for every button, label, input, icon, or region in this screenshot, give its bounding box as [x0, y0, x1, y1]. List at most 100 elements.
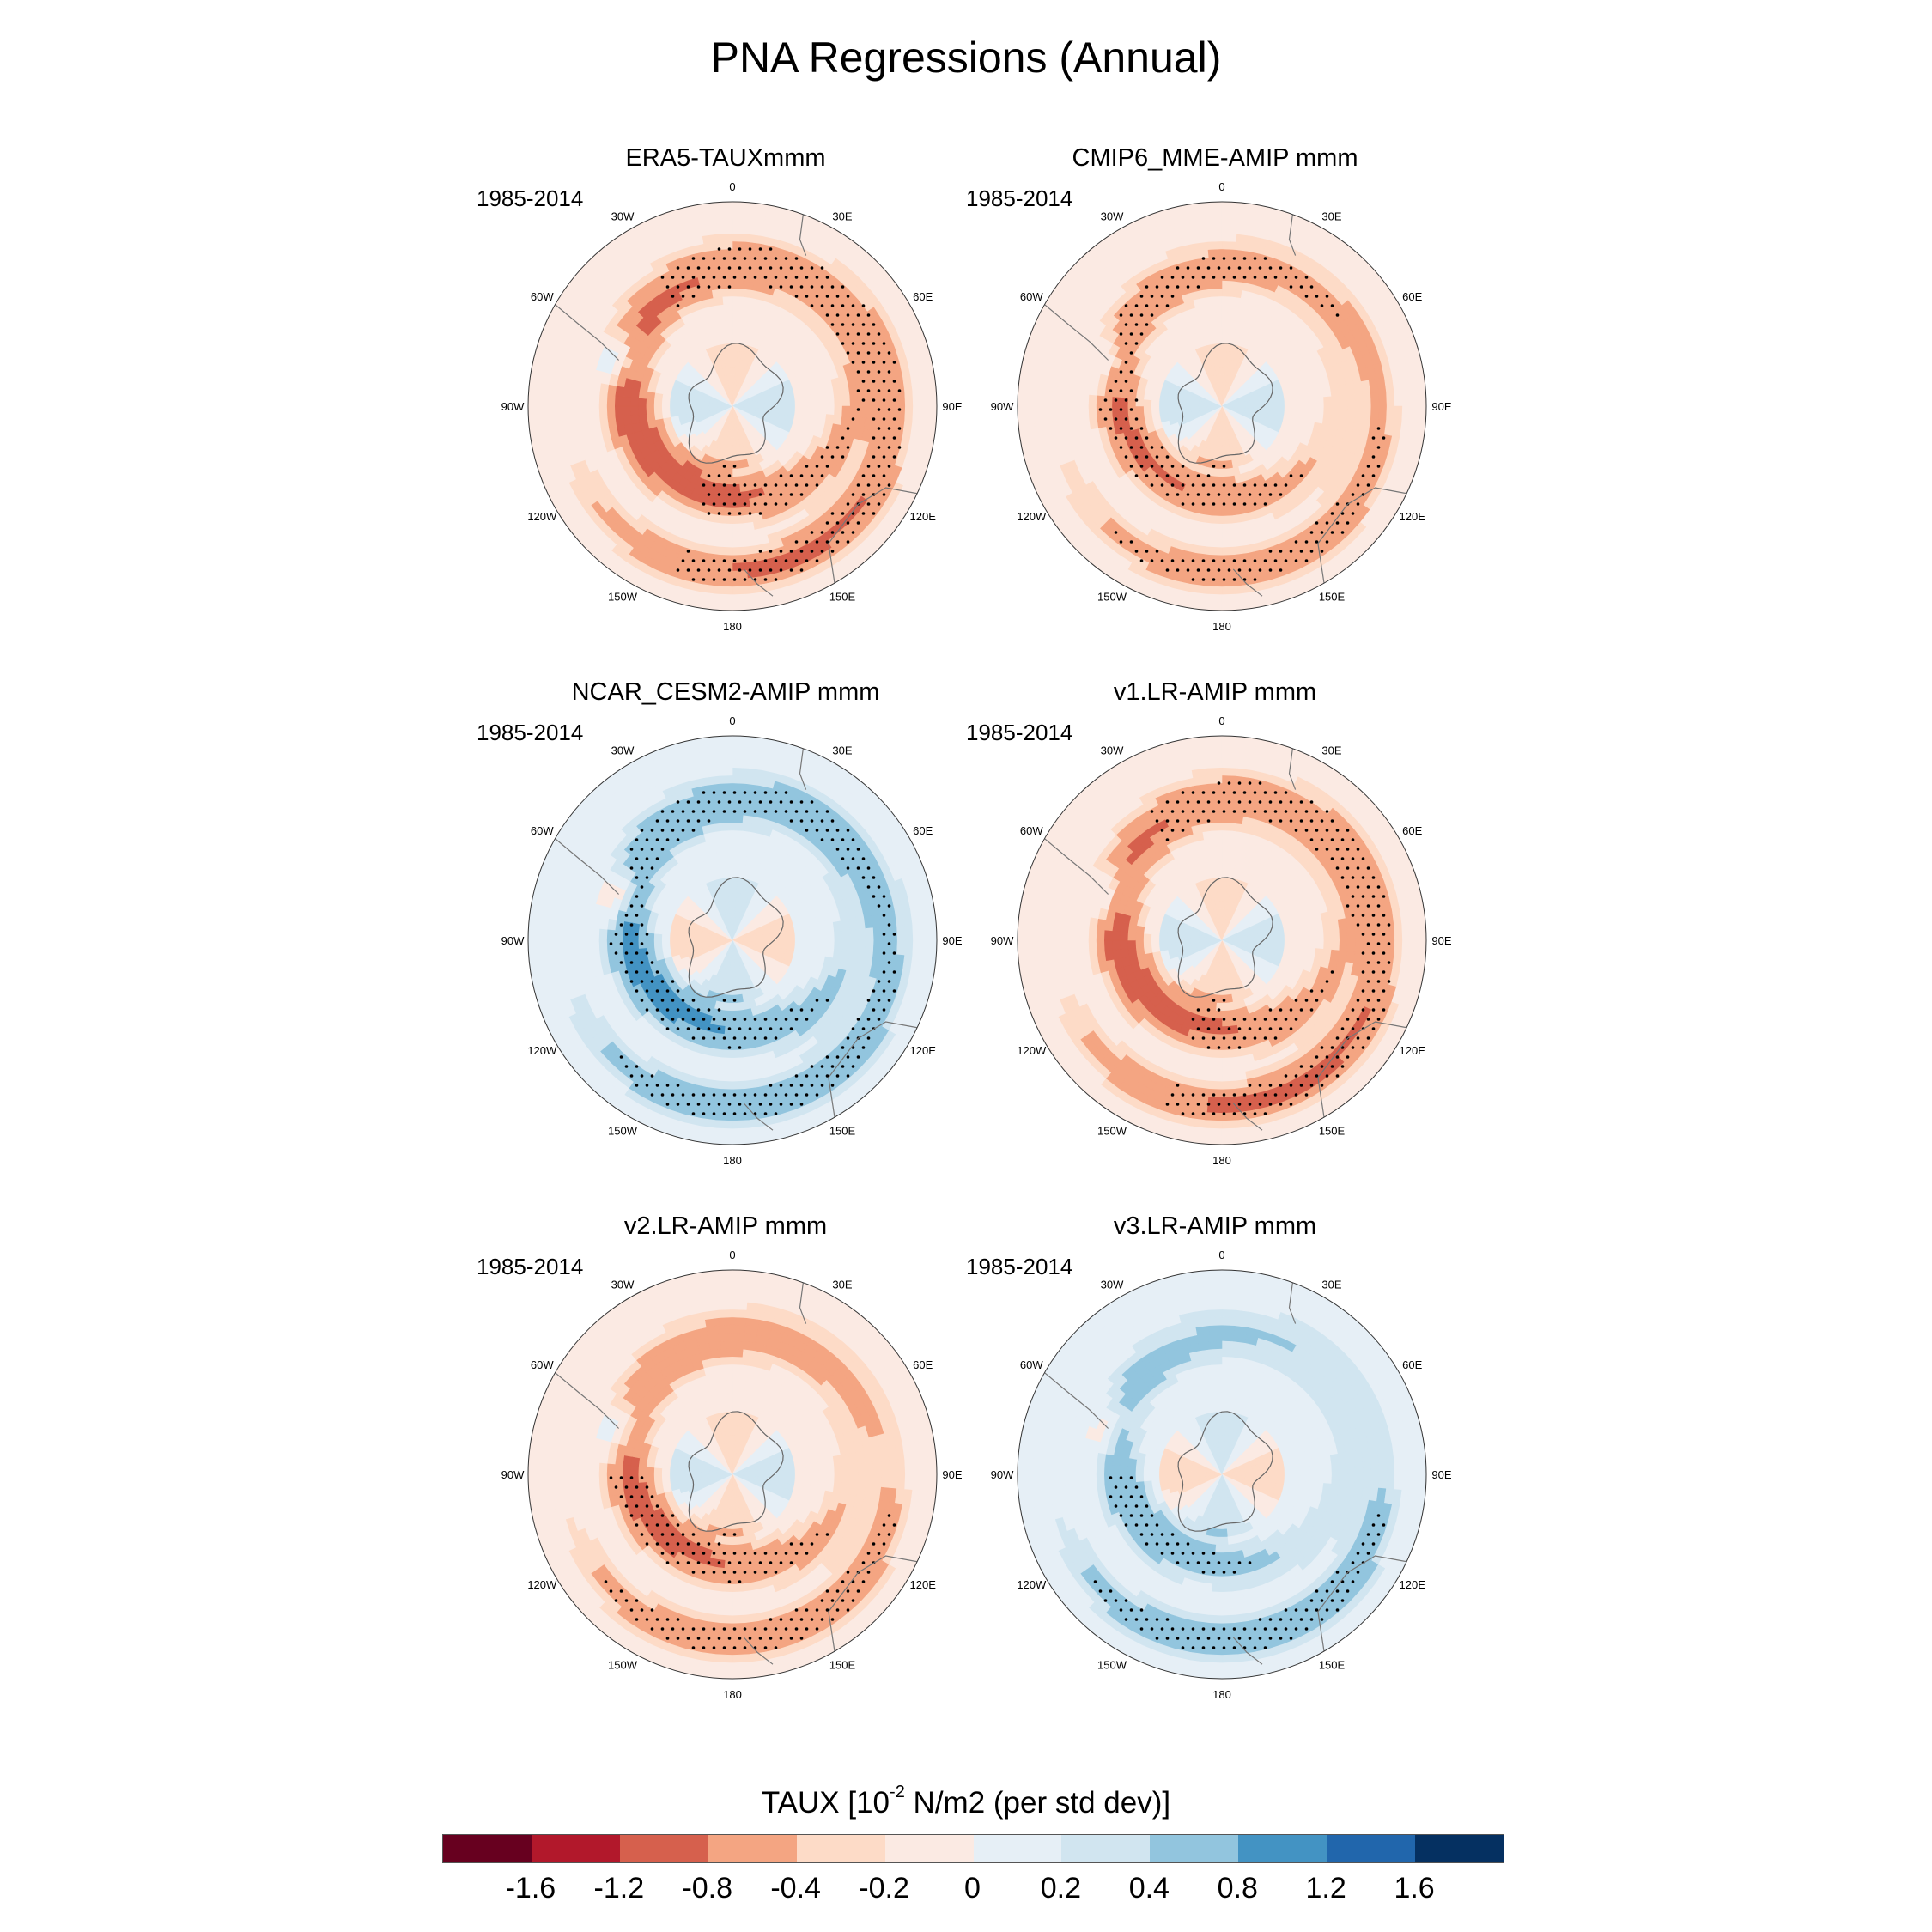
stipple-dot	[1124, 417, 1128, 421]
stipple-dot	[748, 493, 752, 496]
field-cell	[841, 405, 851, 417]
stipple-dot	[732, 257, 737, 260]
stipple-dot	[1201, 502, 1206, 506]
longitude-label: 120W	[527, 510, 557, 523]
field-cell	[927, 405, 937, 425]
stipple-dot	[1170, 276, 1175, 279]
stipple-dot	[1176, 474, 1180, 477]
stipple-dot	[758, 568, 762, 572]
field-cell	[726, 1002, 733, 1012]
stipple-dot	[743, 502, 747, 506]
stipple-dot	[1114, 531, 1118, 534]
stipple-dot	[1165, 304, 1170, 307]
stipple-dot	[1150, 295, 1154, 298]
stipple-dot	[882, 361, 886, 364]
stipple-dot	[851, 342, 855, 345]
stipple-dot	[1129, 408, 1133, 411]
field-cell	[1354, 405, 1364, 419]
field-cell	[1210, 272, 1223, 282]
stipple-dot	[1232, 483, 1236, 487]
stipple-dot	[696, 568, 701, 572]
field-cell	[732, 335, 739, 344]
field-cell	[721, 515, 733, 525]
stipple-dot	[1191, 559, 1195, 562]
stipple-dot	[877, 370, 881, 374]
field-cell	[590, 405, 600, 419]
antarctica-coastline	[688, 343, 784, 464]
longitude-label: 150W	[1097, 591, 1127, 604]
stipple-dot	[1273, 483, 1278, 487]
field-cell	[904, 390, 914, 407]
field-cell	[832, 415, 843, 426]
longitude-label: 180	[1212, 620, 1231, 633]
stipple-dot	[866, 465, 871, 468]
continent-coastline	[799, 210, 807, 256]
field-cell	[726, 335, 733, 344]
stipple-dot	[727, 568, 732, 572]
stipple-dot	[877, 427, 881, 430]
stipple-dot	[1176, 285, 1180, 289]
field-cell	[1331, 395, 1340, 407]
stipple-dot	[1124, 436, 1128, 440]
field-cell	[1221, 531, 1234, 540]
stipple-dot	[872, 380, 876, 383]
field-cell	[1217, 350, 1223, 360]
stipple-dot	[1176, 266, 1180, 270]
stipple-dot	[799, 474, 804, 477]
stipple-dot	[820, 285, 824, 289]
stipple-dot	[1279, 568, 1283, 572]
stipple-dot	[1201, 483, 1206, 487]
stipple-dot	[1145, 436, 1149, 440]
stipple-dot	[1124, 361, 1128, 364]
stipple-dot	[1139, 332, 1144, 336]
stipple-dot	[1268, 493, 1273, 496]
stipple-dot	[1309, 550, 1314, 553]
stipple-dot	[1134, 474, 1139, 477]
stipple-dot	[851, 304, 855, 307]
field-cell	[889, 391, 898, 407]
stipple-dot	[727, 493, 732, 496]
stipple-dot	[1170, 465, 1175, 468]
field-cell	[834, 396, 843, 407]
field-cell	[727, 892, 733, 902]
stipple-dot	[1356, 483, 1360, 487]
stipple-dot	[1196, 493, 1200, 496]
stipple-dot	[872, 417, 876, 421]
field-cell	[622, 415, 633, 426]
field-cell	[732, 861, 740, 871]
field-cell	[1275, 394, 1285, 402]
field-cell	[718, 327, 727, 337]
stipple-dot	[856, 521, 860, 525]
field-cell	[810, 398, 820, 407]
field-cell	[582, 405, 592, 420]
stipple-dot	[1284, 483, 1288, 487]
stipple-dot	[1371, 455, 1376, 459]
longitude-label: 180	[723, 620, 742, 633]
stipple-dot	[805, 483, 809, 487]
stipple-dot	[1155, 304, 1159, 307]
stipple-dot	[784, 502, 788, 506]
stipple-dot	[712, 483, 716, 487]
field-cell	[786, 928, 796, 936]
field-cell	[1221, 546, 1236, 556]
stipple-dot	[1273, 276, 1278, 279]
field-cell	[1386, 391, 1395, 407]
field-cell	[1182, 405, 1191, 410]
field-cell	[728, 366, 733, 375]
stipple-dot	[1351, 493, 1355, 496]
stipple-dot	[825, 276, 829, 279]
field-cell	[817, 398, 828, 407]
stipple-dot	[1124, 323, 1128, 326]
stipple-dot	[820, 550, 824, 553]
stipple-dot	[727, 247, 732, 251]
stipple-dot	[676, 304, 680, 307]
field-cell	[715, 216, 733, 227]
stipple-dot	[1258, 568, 1262, 572]
stipple-dot	[691, 559, 696, 562]
stipple-dot	[753, 257, 757, 260]
stipple-dot	[758, 512, 762, 515]
stipple-dot	[820, 304, 824, 307]
field-cell	[1211, 515, 1223, 525]
field-cell	[1221, 586, 1239, 596]
